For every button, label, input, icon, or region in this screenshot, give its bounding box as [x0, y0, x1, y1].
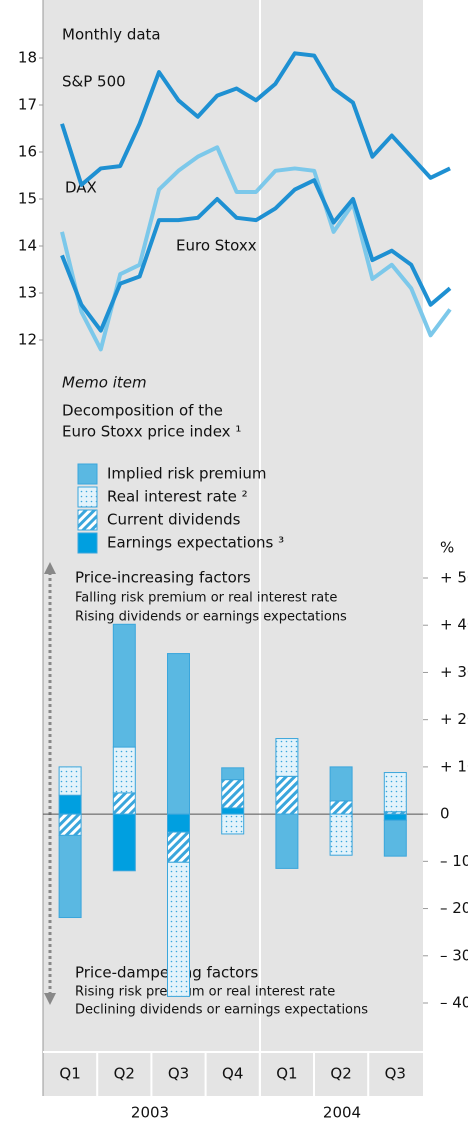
bar-segment	[329, 813, 353, 856]
bar-segment	[383, 819, 407, 857]
bar-segment	[275, 813, 299, 869]
bar-segment	[329, 766, 353, 802]
series-line	[60, 51, 451, 187]
year-label: 2003	[131, 1104, 169, 1122]
bar-segment	[58, 794, 82, 815]
x-tick-label: Q1	[276, 1065, 297, 1083]
y-tick-label: 15	[18, 190, 37, 208]
bar-segment	[167, 831, 190, 863]
note: Monthly data	[62, 26, 161, 44]
y-tick-label: 16	[18, 143, 37, 161]
title: Euro Stoxx price index ¹	[62, 423, 241, 441]
annotation: Declining dividends or earnings expectat…	[75, 1003, 368, 1018]
bar-segment	[58, 834, 82, 919]
bar-segment	[112, 623, 136, 748]
series-line	[60, 145, 452, 352]
legend-swatch	[77, 463, 98, 485]
bar-segment	[221, 779, 245, 809]
series-label: S&P 500	[62, 73, 126, 91]
title: Decomposition of the	[62, 402, 223, 420]
arrow-down	[44, 993, 56, 1005]
bar-segment	[112, 792, 136, 815]
bar-segment	[58, 813, 82, 836]
x-tick-label: Q3	[168, 1065, 189, 1083]
bar-segment	[221, 767, 245, 781]
y-tick-label: 0	[440, 805, 450, 823]
bar-segment	[112, 746, 136, 794]
series-label: DAX	[65, 179, 97, 197]
y-tick-label: – 10	[440, 852, 468, 870]
legend-label: Earnings expectations ³	[107, 534, 284, 552]
y-tick-label: 12	[18, 331, 37, 349]
x-tick-label: Q2	[330, 1065, 351, 1083]
bar-segment	[221, 807, 245, 815]
unit: %	[440, 539, 454, 557]
bar-segment	[329, 800, 353, 815]
y-tick-label: – 20	[440, 899, 468, 917]
bar-segment	[167, 861, 190, 997]
annotation: Falling risk premium or real interest ra…	[75, 591, 337, 606]
bar-segment	[383, 772, 407, 813]
annotation: Rising dividends or earnings expectation…	[75, 610, 347, 625]
legend-label: Real interest rate ²	[107, 488, 248, 506]
annotation: Price-dampening factors	[75, 964, 258, 982]
annotation: Rising risk premium or real interest rat…	[75, 985, 335, 1000]
arrow-up	[44, 562, 56, 574]
series-label: Euro Stoxx	[176, 237, 257, 255]
y-tick-label: + 40	[440, 616, 468, 634]
bar-segment	[112, 813, 136, 872]
bar-segment	[275, 775, 299, 815]
y-tick-label: 14	[18, 237, 37, 255]
legend-swatch	[77, 532, 98, 554]
x-tick-label: Q4	[222, 1065, 243, 1083]
y-tick-label: + 50	[440, 569, 468, 587]
bar-segment	[275, 738, 299, 777]
x-tick-label: Q2	[114, 1065, 135, 1083]
bar-segment	[58, 766, 82, 796]
y-tick-label: + 20	[440, 710, 468, 728]
bar-segment	[167, 813, 190, 833]
legend-label: Implied risk premium	[107, 465, 267, 483]
y-tick-label: 17	[18, 96, 37, 114]
year-label: 2004	[323, 1104, 361, 1122]
y-tick-label: 18	[18, 49, 37, 67]
y-tick-label: + 30	[440, 663, 468, 681]
legend-swatch	[77, 486, 98, 508]
y-tick-label: + 10	[440, 757, 468, 775]
x-tick-label: Q1	[59, 1065, 80, 1083]
bar-segment	[167, 653, 190, 815]
annotation: Price-increasing factors	[75, 569, 251, 587]
memo: Memo item	[62, 374, 147, 392]
legend-swatch	[77, 509, 98, 531]
y-tick-label: – 30	[440, 946, 468, 964]
x-tick-label: Q3	[385, 1065, 406, 1083]
series-line	[60, 178, 452, 333]
y-tick-label: 13	[18, 284, 37, 302]
legend-label: Current dividends	[107, 511, 241, 529]
y-tick-label: – 40	[440, 994, 468, 1012]
bar-segment	[383, 813, 407, 821]
bar-segment	[221, 813, 245, 835]
